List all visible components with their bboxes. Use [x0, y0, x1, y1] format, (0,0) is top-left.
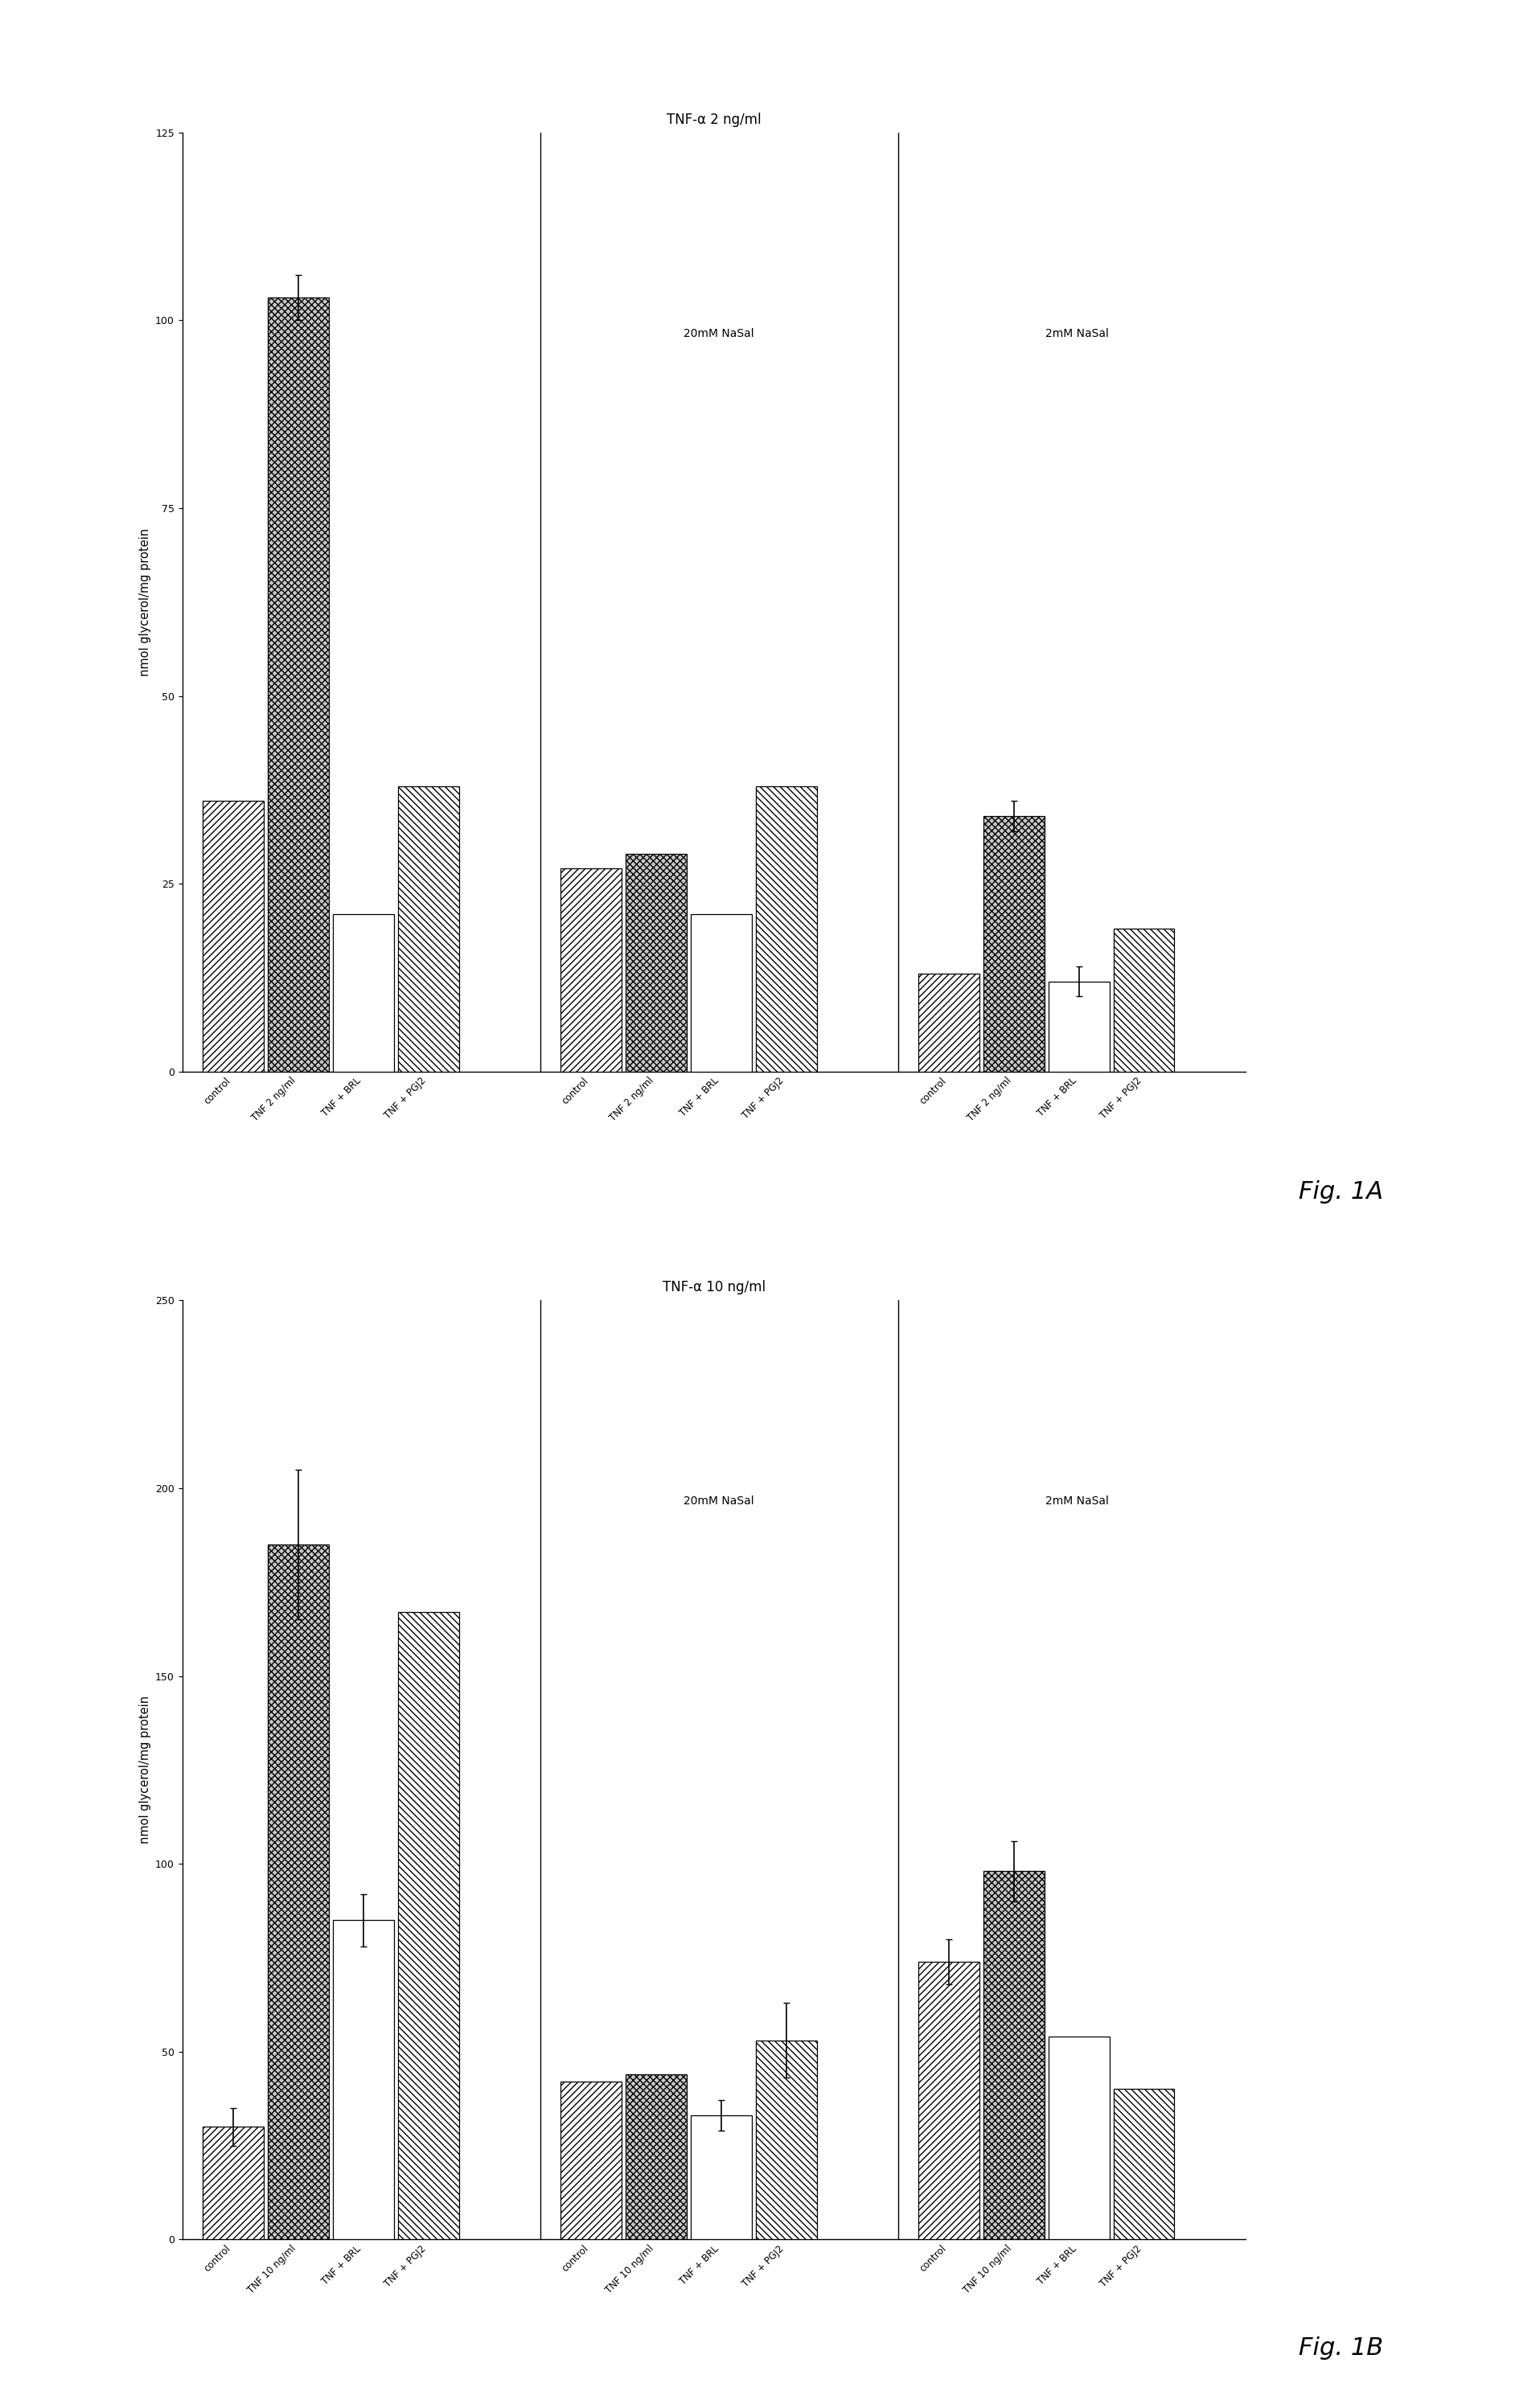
Text: Fig. 1A: Fig. 1A: [1299, 1180, 1384, 1204]
Bar: [1113, 2090, 1174, 2239]
Bar: [561, 2081, 621, 2239]
Bar: [983, 1871, 1044, 2239]
Bar: [202, 2126, 264, 2239]
Bar: [561, 869, 621, 1072]
Text: 2mM NaSal: 2mM NaSal: [1045, 1495, 1109, 1507]
Bar: [691, 2117, 752, 2239]
Bar: [333, 1919, 393, 2239]
Bar: [919, 1963, 980, 2239]
Bar: [333, 913, 393, 1072]
Bar: [398, 1611, 459, 2239]
Bar: [398, 785, 459, 1072]
Bar: [1048, 2037, 1109, 2239]
Bar: [1113, 929, 1174, 1072]
Y-axis label: nmol glycerol/mg protein: nmol glycerol/mg protein: [138, 527, 150, 677]
Bar: [267, 1544, 328, 2239]
Bar: [626, 2073, 687, 2239]
Title: TNF-α 2 ng/ml: TNF-α 2 ng/ml: [667, 113, 761, 128]
Bar: [267, 299, 328, 1072]
Bar: [202, 802, 264, 1072]
Text: Fig. 1B: Fig. 1B: [1299, 2336, 1384, 2360]
Bar: [755, 2040, 817, 2239]
Text: 20mM NaSal: 20mM NaSal: [684, 1495, 755, 1507]
Bar: [755, 785, 817, 1072]
Bar: [983, 816, 1044, 1072]
Bar: [691, 913, 752, 1072]
Y-axis label: nmol glycerol/mg protein: nmol glycerol/mg protein: [138, 1695, 150, 1845]
Text: 2mM NaSal: 2mM NaSal: [1045, 327, 1109, 340]
Bar: [919, 973, 980, 1072]
Bar: [1048, 982, 1109, 1072]
Text: 20mM NaSal: 20mM NaSal: [684, 327, 755, 340]
Bar: [626, 855, 687, 1072]
Title: TNF-α 10 ng/ml: TNF-α 10 ng/ml: [662, 1281, 766, 1296]
